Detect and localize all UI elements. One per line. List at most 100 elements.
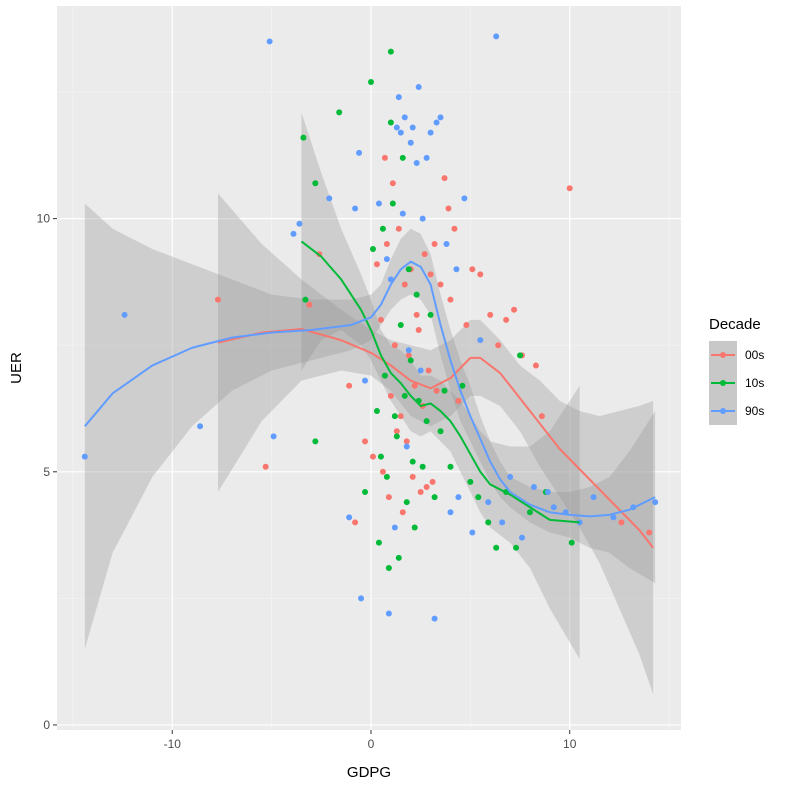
legend-key-point-10s xyxy=(720,380,726,386)
data-point-00s xyxy=(306,301,313,308)
data-point-00s xyxy=(463,321,470,328)
data-point-00s xyxy=(421,251,428,258)
legend: Decade 00s 10s 90s xyxy=(709,316,764,425)
data-point-90s xyxy=(405,347,412,354)
data-point-00s xyxy=(532,362,539,369)
data-point-90s xyxy=(358,595,365,602)
legend-label-10s: 10s xyxy=(745,376,764,390)
legend-key-point-00s xyxy=(720,352,726,358)
data-point-00s xyxy=(379,468,386,475)
data-point-00s xyxy=(429,478,436,485)
data-point-10s xyxy=(401,392,408,399)
data-point-00s xyxy=(477,271,484,278)
y-axis-title: UER xyxy=(8,352,25,384)
data-point-00s xyxy=(451,225,458,232)
smooth-line-10s xyxy=(300,240,580,524)
data-point-00s xyxy=(214,296,221,303)
smooth-line-00s xyxy=(217,328,654,549)
data-point-10s xyxy=(300,134,307,141)
data-point-10s xyxy=(312,180,319,187)
data-point-00s xyxy=(646,529,653,536)
data-point-00s xyxy=(389,180,396,187)
data-point-10s xyxy=(411,524,418,531)
legend-key-point-90s xyxy=(720,408,726,414)
data-point-00s xyxy=(469,266,476,273)
data-point-90s xyxy=(407,139,414,146)
data-point-90s xyxy=(391,524,398,531)
data-point-10s xyxy=(405,266,412,273)
data-point-90s xyxy=(375,200,382,207)
data-point-00s xyxy=(405,352,412,359)
legend-label-90s: 90s xyxy=(745,404,764,418)
data-point-90s xyxy=(397,129,404,136)
data-point-00s xyxy=(415,327,422,334)
data-point-10s xyxy=(431,494,438,501)
data-point-00s xyxy=(413,311,420,318)
data-point-00s xyxy=(399,509,406,516)
data-point-90s xyxy=(453,266,460,273)
data-point-90s xyxy=(437,114,444,121)
smooth-lines xyxy=(84,240,656,549)
confidence-band-00s xyxy=(217,193,654,695)
data-point-00s xyxy=(431,240,438,247)
data-point-10s xyxy=(423,418,430,425)
data-point-90s xyxy=(346,514,353,521)
data-point-00s xyxy=(445,205,452,212)
data-point-90s xyxy=(431,615,438,622)
data-point-10s xyxy=(403,499,410,506)
data-point-90s xyxy=(296,220,303,227)
data-point-10s xyxy=(568,539,575,546)
data-point-90s xyxy=(477,337,484,344)
data-point-90s xyxy=(417,367,424,374)
data-point-10s xyxy=(379,225,386,232)
data-point-00s xyxy=(455,397,462,404)
data-point-90s xyxy=(427,129,434,136)
data-point-10s xyxy=(399,154,406,161)
data-point-10s xyxy=(302,296,309,303)
data-point-00s xyxy=(352,519,359,526)
data-point-90s xyxy=(362,377,369,384)
data-point-90s xyxy=(401,114,408,121)
data-point-00s xyxy=(433,387,440,394)
data-point-00s xyxy=(362,438,369,445)
data-point-10s xyxy=(385,564,392,571)
data-point-90s xyxy=(447,509,454,516)
confidence-band-10s xyxy=(301,112,580,660)
x-axis-title: GDPG xyxy=(347,764,391,781)
data-point-90s xyxy=(610,514,617,521)
y-tick-label: 0 xyxy=(43,718,50,732)
data-point-00s xyxy=(403,438,410,445)
axes: -10 0 10 0 5 10 xyxy=(37,212,577,751)
data-point-90s xyxy=(385,610,392,617)
data-point-00s xyxy=(487,311,494,318)
data-point-00s xyxy=(369,453,376,460)
data-point-00s xyxy=(411,382,418,389)
data-point-90s xyxy=(393,124,400,131)
data-point-00s xyxy=(441,175,448,182)
data-point-10s xyxy=(407,357,414,364)
data-point-00s xyxy=(397,413,404,420)
data-point-10s xyxy=(381,372,388,379)
x-tick-label: -10 xyxy=(164,737,182,751)
data-point-90s xyxy=(461,195,468,202)
data-point-00s xyxy=(503,316,510,323)
data-point-90s xyxy=(507,473,514,480)
data-point-00s xyxy=(373,261,380,268)
data-point-90s xyxy=(399,210,406,217)
data-point-10s xyxy=(375,539,382,546)
data-point-90s xyxy=(403,443,410,450)
data-point-10s xyxy=(373,408,380,415)
data-point-10s xyxy=(367,78,374,85)
data-point-10s xyxy=(485,519,492,526)
data-point-90s xyxy=(415,84,422,91)
data-point-90s xyxy=(352,205,359,212)
data-point-10s xyxy=(409,458,416,465)
data-point-10s xyxy=(459,382,466,389)
confidence-bands xyxy=(84,112,656,695)
data-point-90s xyxy=(443,240,450,247)
data-point-90s xyxy=(519,534,526,541)
data-point-00s xyxy=(437,281,444,288)
data-point-10s xyxy=(377,453,384,460)
data-point-10s xyxy=(312,438,319,445)
data-point-90s xyxy=(590,494,597,501)
